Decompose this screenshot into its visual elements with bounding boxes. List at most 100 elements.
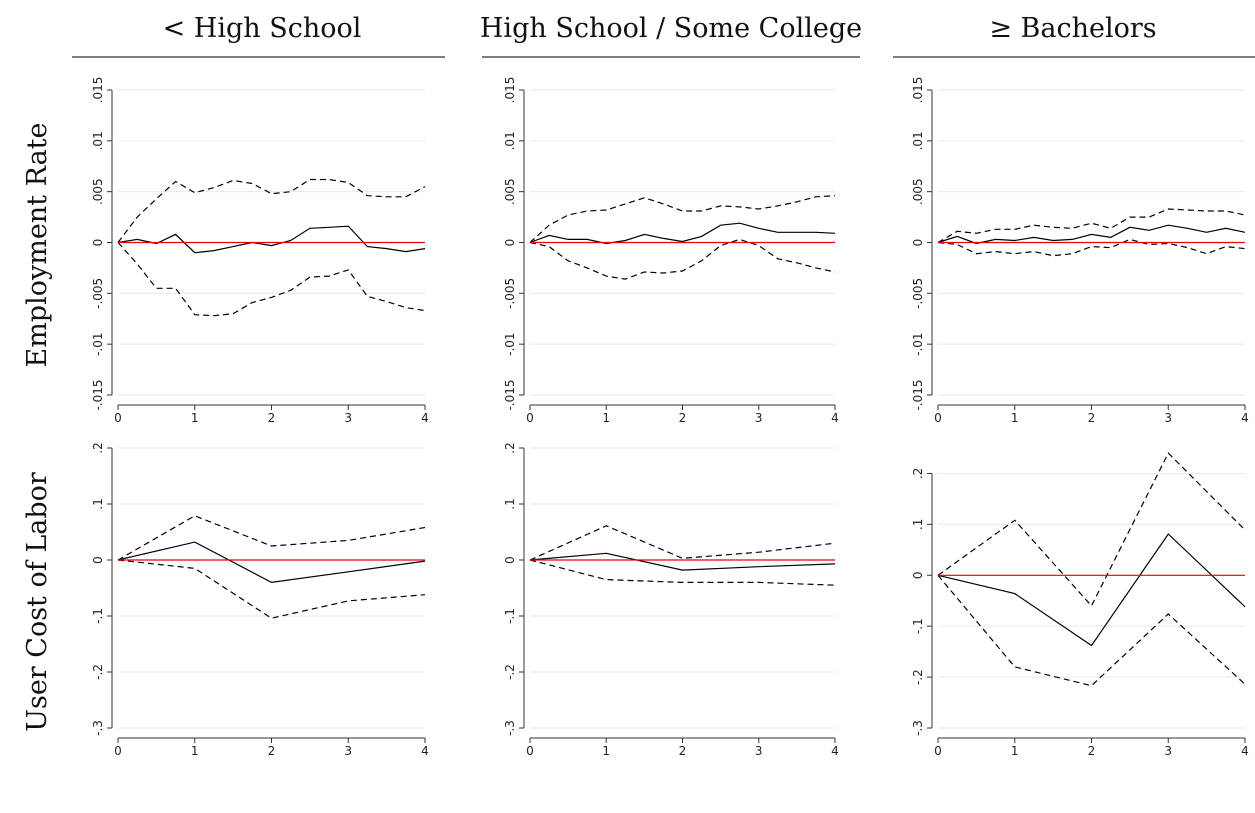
y-tick-label: .015 [91, 77, 105, 104]
confidence-bound-line [529, 195, 836, 243]
column-title-bachelors: ≥ Bachelors [989, 13, 1156, 44]
confidence-bound-line [529, 238, 836, 280]
x-tick-label: 1 [1011, 744, 1019, 758]
point-estimate-line [529, 222, 836, 245]
x-tick-label: 0 [526, 744, 534, 758]
x-tick-label: 1 [602, 411, 610, 425]
confidence-bound-line [529, 525, 836, 561]
y-tick-label: -.2 [911, 669, 925, 685]
x-tick-label: 2 [268, 744, 276, 758]
y-tick-label: .015 [911, 77, 925, 104]
confidence-bound-line [117, 515, 426, 561]
panel-r0-c2: -.015 -.01 -.005 0 .005 .01 .015 0 1 2 3 4 [911, 77, 1249, 425]
x-tick-label: 3 [344, 744, 352, 758]
y-tick-label: -.2 [503, 664, 517, 680]
point-estimate-line [937, 533, 1246, 647]
y-tick-label: .1 [91, 498, 105, 509]
column-title-high-school-some-college: High School / Some College [480, 13, 862, 44]
point-estimate-line [937, 224, 1246, 245]
x-tick-label: 4 [1241, 411, 1249, 425]
y-tick-label: -.2 [91, 664, 105, 680]
x-tick-label: 2 [268, 411, 276, 425]
x-tick-label: 1 [1011, 411, 1019, 425]
x-tick-label: 4 [1241, 744, 1249, 758]
y-tick-label: -.01 [91, 332, 105, 355]
confidence-bound-line [117, 559, 426, 619]
point-estimate-line [117, 541, 426, 584]
y-tick-label: -.015 [911, 379, 925, 410]
y-tick-label: -.3 [503, 720, 517, 736]
panel-r1-c1: -.3 -.2 -.1 0 .1 .2 0 1 2 3 4 [503, 442, 839, 758]
x-tick-label: 0 [934, 744, 942, 758]
y-tick-label: -.01 [911, 332, 925, 355]
y-tick-label: .005 [91, 178, 105, 205]
x-tick-label: 3 [755, 744, 763, 758]
y-tick-label: -.01 [503, 332, 517, 355]
x-tick-label: 3 [755, 411, 763, 425]
y-tick-label: -.1 [911, 618, 925, 634]
y-tick-label: -.1 [91, 608, 105, 624]
x-tick-label: 0 [114, 744, 122, 758]
confidence-bound-line [117, 242, 426, 317]
confidence-bound-line [937, 452, 1246, 607]
confidence-bound-line [937, 238, 1246, 257]
x-tick-label: 1 [191, 744, 199, 758]
y-tick-label: 0 [911, 571, 925, 579]
confidence-bound-line [937, 208, 1246, 244]
x-tick-label: 4 [421, 411, 429, 425]
x-tick-label: 0 [934, 411, 942, 425]
panel-r1-c0: -.3 -.2 -.1 0 .1 .2 0 1 2 3 4 [91, 442, 429, 758]
y-tick-label: -.005 [911, 278, 925, 309]
row-title-employment-rate: Employment Rate [22, 122, 53, 367]
y-tick-label: .2 [91, 442, 105, 453]
y-tick-label: 0 [503, 556, 517, 564]
x-tick-label: 0 [526, 411, 534, 425]
panel-r0-c0: -.015 -.01 -.005 0 .005 .01 .015 0 1 2 3 4 [91, 77, 429, 425]
x-tick-label: 4 [831, 411, 839, 425]
confidence-bound-line [117, 178, 426, 243]
x-tick-label: 1 [191, 411, 199, 425]
point-estimate-line [529, 552, 836, 571]
y-tick-label: -.015 [503, 379, 517, 410]
y-tick-label: -.3 [91, 720, 105, 736]
x-tick-label: 3 [1164, 744, 1172, 758]
y-tick-label: 0 [503, 239, 517, 247]
y-tick-label: .015 [503, 77, 517, 104]
x-tick-label: 4 [831, 744, 839, 758]
y-tick-label: .005 [911, 178, 925, 205]
y-tick-label: .01 [503, 131, 517, 150]
y-tick-label: .1 [911, 519, 925, 530]
y-tick-label: .005 [503, 178, 517, 205]
row-title-user-cost-of-labor: User Cost of Labor [22, 472, 53, 732]
y-tick-label: .01 [91, 131, 105, 150]
x-tick-label: 2 [679, 744, 687, 758]
x-tick-label: 3 [1164, 411, 1172, 425]
confidence-bound-line [937, 574, 1246, 687]
x-tick-label: 2 [1088, 744, 1096, 758]
y-tick-label: .2 [503, 442, 517, 453]
y-tick-label: -.015 [91, 379, 105, 410]
y-tick-label: 0 [911, 239, 925, 247]
x-tick-label: 4 [421, 744, 429, 758]
row-headers: Employment Rate User Cost of Labor [22, 122, 53, 731]
x-tick-label: 0 [114, 411, 122, 425]
confidence-bound-line [529, 559, 836, 586]
y-tick-label: -.005 [503, 278, 517, 309]
point-estimate-line [117, 225, 426, 254]
column-title-less-than-high-school: < High School [163, 13, 362, 44]
panel-r1-c2: -.3 -.2 -.1 0 .1 .2 0 1 2 3 4 [911, 452, 1249, 758]
x-tick-label: 3 [344, 411, 352, 425]
y-tick-label: -.005 [91, 278, 105, 309]
column-headers: < High School High School / Some College… [72, 13, 1255, 58]
y-tick-label: .01 [911, 131, 925, 150]
x-tick-label: 2 [1088, 411, 1096, 425]
y-tick-label: .1 [503, 498, 517, 509]
y-tick-label: .2 [911, 468, 925, 479]
y-tick-label: -.1 [503, 608, 517, 624]
y-tick-label: 0 [91, 239, 105, 247]
x-tick-label: 1 [602, 744, 610, 758]
y-tick-label: 0 [91, 556, 105, 564]
panel-r0-c1: -.015 -.01 -.005 0 .005 .01 .015 0 1 2 3 4 [503, 77, 839, 425]
